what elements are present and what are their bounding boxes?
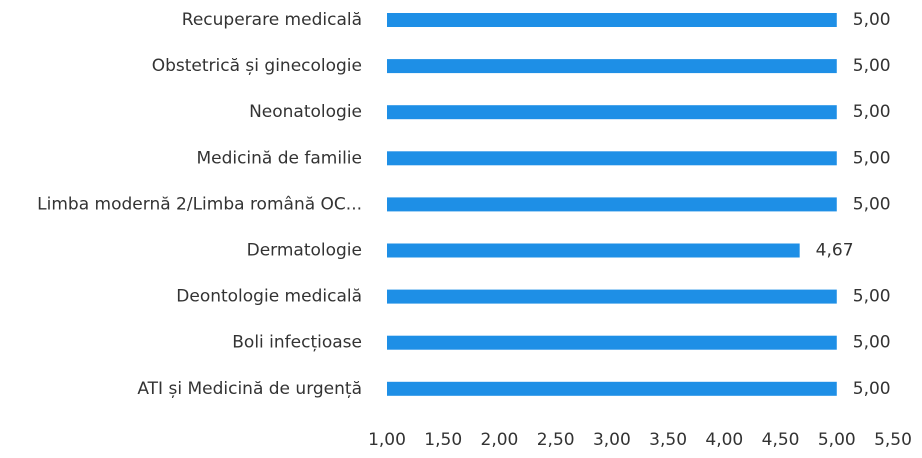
category-label: ATI și Medicină de urgență: [137, 379, 362, 399]
category-label: Boli infecțioase: [232, 333, 362, 353]
bar: [387, 243, 800, 258]
category-label: Deontologie medicală: [176, 287, 362, 307]
category-label: Obstetrică și ginecologie: [152, 56, 362, 76]
value-label: 5,00: [853, 379, 891, 399]
category-label: Neonatologie: [249, 102, 362, 122]
value-label: 5,00: [853, 10, 891, 30]
bar: [387, 13, 837, 27]
bar: [387, 381, 837, 396]
x-tick-label: 4,50: [762, 430, 800, 450]
value-label: 5,00: [853, 194, 891, 214]
x-tick-label: 5,50: [874, 430, 912, 450]
category-label: Recuperare medicală: [182, 10, 362, 30]
x-tick-label: 5,00: [818, 430, 856, 450]
x-tick-label: 1,50: [424, 430, 462, 450]
x-tick-label: 3,50: [649, 430, 687, 450]
bar: [387, 59, 837, 74]
value-label: 5,00: [853, 102, 891, 122]
x-tick-label: 3,00: [593, 430, 631, 450]
bar: [387, 289, 837, 304]
bar: [387, 197, 837, 212]
x-tick-label: 1,00: [368, 430, 406, 450]
value-label: 4,67: [816, 241, 854, 261]
bar: [387, 335, 837, 350]
category-label: Limba modernă 2/Limba română OC...: [37, 194, 362, 214]
x-tick-label: 2,50: [537, 430, 575, 450]
value-label: 5,00: [853, 287, 891, 307]
bar: [387, 151, 837, 166]
category-label: Dermatologie: [247, 241, 362, 261]
value-label: 5,00: [853, 56, 891, 76]
value-label: 5,00: [853, 148, 891, 168]
category-label: Medicină de familie: [196, 148, 362, 168]
value-label: 5,00: [853, 333, 891, 353]
x-tick-label: 4,00: [705, 430, 743, 450]
bar: [387, 105, 837, 120]
x-tick-label: 2,00: [481, 430, 519, 450]
